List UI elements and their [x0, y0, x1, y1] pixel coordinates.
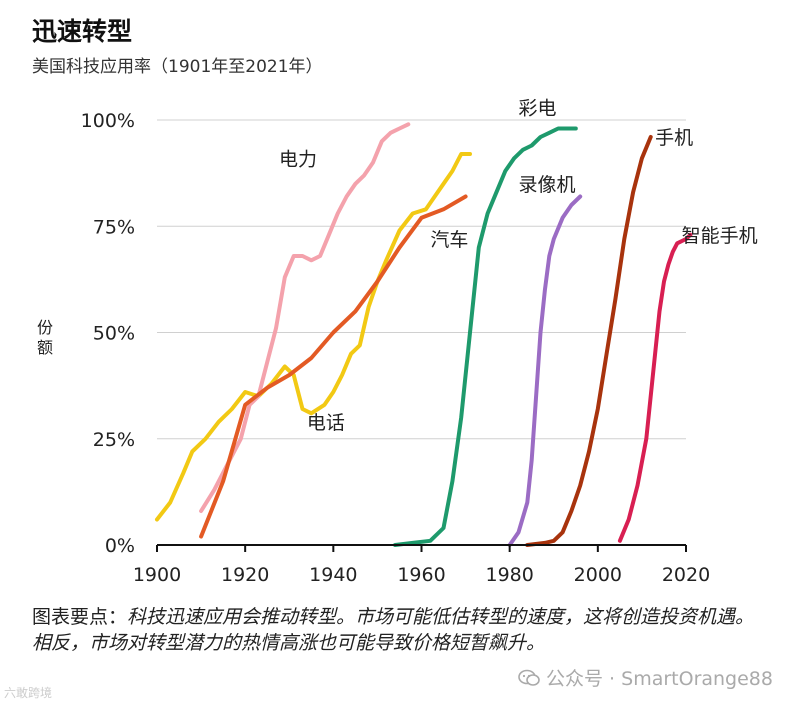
series-line-彩电 — [393, 126, 578, 547]
series-label-彩电: 彩电 — [518, 97, 556, 119]
series-line-手机 — [525, 135, 653, 547]
y-tick-label: 25% — [93, 429, 135, 451]
watermark: 公众号 · SmartOrange88 — [518, 664, 773, 691]
y-axis-label: 份 — [37, 318, 53, 337]
x-tick-label: 2000 — [574, 564, 622, 586]
series-line-电力 — [199, 122, 411, 513]
series-line-汽车 — [199, 194, 468, 539]
y-tick-label: 75% — [93, 216, 135, 238]
series-line-电话 — [155, 152, 472, 522]
series-line-智能手机 — [617, 232, 693, 543]
x-tick-label: 2020 — [662, 564, 710, 586]
series-label-电话: 电话 — [307, 412, 345, 434]
x-tick-label: 1940 — [309, 564, 357, 586]
series-label-智能手机: 智能手机 — [682, 225, 758, 247]
chart-takeaway: 图表要点：科技迅速应用会推动转型。市场可能低估转型的速度，这将创造投资机遇。相反… — [32, 604, 772, 656]
series-label-汽车: 汽车 — [430, 229, 468, 251]
series-label-录像机: 录像机 — [518, 174, 575, 196]
y-tick-label: 0% — [105, 535, 135, 557]
y-axis-label: 额 — [37, 338, 53, 357]
corner-watermark: 六敢跨境 — [4, 686, 53, 700]
chart-subtitle: 美国科技应用率（1901年至2021年） — [32, 57, 323, 77]
chart-title: 迅速转型 — [32, 17, 133, 46]
chart-svg: 0% 25% 50% 75% 100% 份额 1900 1920 1940 1960 1980 200… — [37, 97, 758, 586]
wechat-icon — [518, 668, 540, 688]
takeaway-text: 科技迅速应用会推动转型。市场可能低估转型的速度，这将创造投资机遇。相反，市场对转… — [32, 606, 755, 654]
x-tick-label: 1900 — [133, 564, 181, 586]
takeaway-label: 图表要点： — [32, 606, 128, 628]
y-tick-label: 100% — [81, 110, 135, 132]
x-tick-label: 1960 — [397, 564, 445, 586]
series-label-手机: 手机 — [655, 127, 693, 149]
watermark-text: 公众号 · SmartOrange88 — [546, 668, 773, 690]
series-line-录像机 — [507, 194, 583, 547]
series-label-电力: 电力 — [279, 148, 317, 170]
x-tick-label: 1920 — [221, 564, 269, 586]
x-tick-label: 1980 — [485, 564, 533, 586]
y-tick-label: 50% — [93, 323, 135, 345]
